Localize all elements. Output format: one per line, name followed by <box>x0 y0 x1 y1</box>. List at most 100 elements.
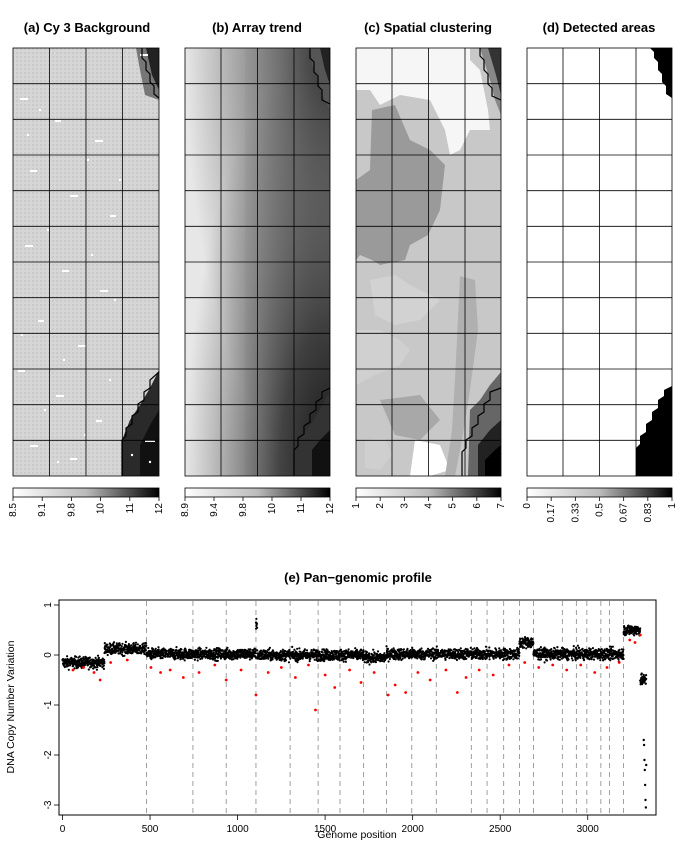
data-point <box>643 783 647 787</box>
data-point <box>268 646 271 649</box>
data-point <box>429 657 433 660</box>
data-point <box>144 649 147 652</box>
data-point <box>553 647 556 650</box>
data-point <box>531 638 534 641</box>
data-point <box>482 654 485 657</box>
data-point <box>508 647 511 651</box>
colorbar-tick-label: 1 <box>667 503 678 509</box>
data-point <box>539 646 543 649</box>
data-point <box>119 652 122 655</box>
outlier-point <box>386 693 390 697</box>
data-point <box>437 649 440 653</box>
data-point <box>259 649 263 652</box>
data-point <box>201 657 204 660</box>
data-point <box>401 657 404 660</box>
y-tick-label: -2 <box>43 750 54 759</box>
data-point <box>315 657 318 660</box>
data-point <box>424 655 427 659</box>
data-point <box>484 645 488 648</box>
outlier-point <box>197 671 201 674</box>
data-point <box>577 646 581 650</box>
data-point <box>365 651 368 654</box>
data-point <box>514 649 517 652</box>
data-point <box>611 649 615 652</box>
outlier-point <box>333 686 337 689</box>
data-point <box>310 649 313 652</box>
data-point <box>313 658 316 661</box>
colorbar-tick-label: 0 <box>522 503 533 509</box>
data-point <box>136 643 139 646</box>
outlier-point <box>359 681 363 684</box>
data-point <box>362 650 365 654</box>
data-point <box>572 645 575 648</box>
outlier-point <box>307 663 310 667</box>
data-point <box>103 658 106 661</box>
data-point <box>99 664 102 668</box>
data-point <box>78 655 81 658</box>
black-series-points <box>61 617 648 809</box>
data-point <box>123 654 126 657</box>
data-point <box>271 658 274 661</box>
data-point <box>543 650 546 654</box>
data-point <box>543 661 546 664</box>
data-point <box>151 648 155 651</box>
data-point <box>298 647 301 650</box>
data-point <box>402 648 405 651</box>
panel-d-colorbar-ticks: 0 0.17 0.33 0.5 0.67 0.83 1 <box>522 497 678 522</box>
data-point <box>154 647 157 650</box>
data-point <box>602 658 605 661</box>
data-point <box>643 758 646 762</box>
data-point <box>179 656 182 659</box>
colorbar-tick-label: 11 <box>125 503 136 514</box>
data-point <box>370 660 373 664</box>
data-point <box>368 663 371 666</box>
data-point <box>179 658 182 661</box>
panel-b-title: (b) Array trend <box>212 20 302 35</box>
data-point <box>210 649 213 653</box>
outlier-point <box>605 666 609 669</box>
data-point <box>342 660 345 663</box>
data-point <box>385 645 388 648</box>
data-point <box>236 648 239 652</box>
data-point <box>590 658 593 661</box>
colorbar-tick-label: 12 <box>325 503 336 515</box>
data-point <box>127 643 130 646</box>
data-point <box>363 661 366 664</box>
data-point <box>463 649 466 652</box>
data-point <box>193 658 196 661</box>
data-point <box>494 656 497 659</box>
data-point <box>372 648 375 651</box>
data-point <box>316 649 319 652</box>
data-point <box>550 648 553 651</box>
outlier-point <box>491 673 495 677</box>
outlier-point <box>444 668 448 672</box>
data-point <box>641 683 644 686</box>
data-point <box>143 652 146 656</box>
panel-d: (d) Detected areas 0 0.17 0.33 0.5 0.67 0.83 1 <box>522 20 678 522</box>
data-point <box>124 640 127 644</box>
data-point <box>183 659 186 662</box>
data-point <box>525 647 528 650</box>
data-point <box>556 646 559 649</box>
data-point <box>96 666 99 669</box>
outlier-point <box>372 671 376 674</box>
data-point <box>92 667 95 670</box>
data-point <box>142 642 145 645</box>
y-tick-label: -1 <box>43 700 54 709</box>
data-point <box>625 632 629 635</box>
data-point <box>399 656 402 659</box>
panel-a-colorbar-ticks: 8.5 9.1 9.8 10 11 12 <box>8 497 165 517</box>
data-point <box>572 648 575 651</box>
data-point <box>502 651 505 655</box>
panel-a-heatmap <box>12 47 160 477</box>
data-point <box>73 667 76 670</box>
data-point <box>106 643 109 646</box>
data-point <box>299 650 302 653</box>
outlier-point <box>507 663 511 667</box>
data-point <box>199 657 202 661</box>
data-point <box>388 650 391 653</box>
outlier-point <box>254 693 258 697</box>
data-point <box>416 655 419 658</box>
data-point <box>582 649 585 653</box>
